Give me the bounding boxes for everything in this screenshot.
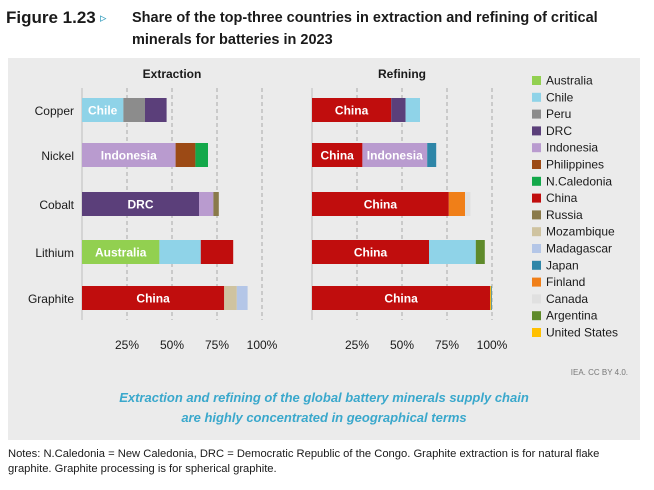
extraction-bar-nickel-n-caledonia <box>195 143 208 167</box>
legend-label-n-caledonia: N.Caledonia <box>546 174 612 188</box>
refining-data-label-cobalt-china: China <box>364 198 398 212</box>
extraction-panel-title: Extraction <box>143 67 202 81</box>
legend-swatch-madagascar <box>532 244 541 253</box>
refining-bar-graphite-japan <box>491 286 492 310</box>
legend-swatch-argentina <box>532 311 541 321</box>
refining-bar-lithium-argentina <box>475 240 485 264</box>
refining-tick-label-100: 100% <box>477 338 508 352</box>
refining-bar-copper-chile <box>405 98 420 122</box>
extraction-tick-label-25: 25% <box>115 338 139 352</box>
extraction-tick-label-75: 75% <box>205 338 229 352</box>
chart: Copper Nickel Cobalt Lithium Graphite Extract… <box>28 67 618 352</box>
legend-swatch-russia <box>532 210 541 220</box>
extraction-bar-graphite-madagascar <box>236 286 248 310</box>
extraction-data-label-graphite-china: China <box>136 292 170 306</box>
refining-bar-copper-drc <box>391 98 406 122</box>
refining-bar-nickel-china <box>312 143 363 167</box>
extraction-bar-graphite-china <box>82 286 225 310</box>
refining-data-label-copper-china: China <box>335 104 369 118</box>
legend-swatch-peru <box>532 109 541 119</box>
legend-swatch-mozambique <box>532 227 541 237</box>
legend-swatch-philippines <box>532 160 541 169</box>
refining-bar-graphite-china <box>312 286 491 310</box>
category-label-nickel: Nickel <box>41 149 74 163</box>
refining-bar-copper-china <box>312 98 392 122</box>
refining-bar-cobalt-china <box>312 192 449 216</box>
refining-data-label-nickel-indonesia: Indonesia <box>367 149 423 163</box>
legend-label-philippines: Philippines <box>546 158 604 172</box>
legend-swatch-canada <box>532 294 541 304</box>
legend-swatch-drc <box>532 126 541 136</box>
legend-swatch-united-states <box>532 328 541 337</box>
chart-subtitle-line-1: Extraction and refining of the global ba… <box>119 390 529 405</box>
category-label-graphite: Graphite <box>28 292 74 306</box>
refining-bar-cobalt-canada <box>465 192 471 216</box>
refining-panel-title: Refining <box>378 67 426 81</box>
refining-bar-graphite-united-states <box>490 286 492 310</box>
extraction-data-label-copper-chile: Chile <box>88 104 118 118</box>
legend-swatch-indonesia <box>532 143 541 153</box>
category-label-copper: Copper <box>35 104 74 118</box>
legend-label-russia: Russia <box>546 208 583 222</box>
refining-bar-nickel-indonesia <box>362 143 428 167</box>
extraction-data-label-cobalt-drc: DRC <box>128 198 154 212</box>
refining-data-label-nickel-china: China <box>321 149 355 163</box>
extraction-bar-copper-chile <box>82 98 124 122</box>
extraction-tick-label-50: 50% <box>160 338 184 352</box>
extraction-bar-nickel-philippines <box>175 143 196 167</box>
legend-label-madagascar: Madagascar <box>546 242 612 256</box>
legend-swatch-finland <box>532 277 541 287</box>
extraction-bar-cobalt-russia <box>213 192 219 216</box>
legend-swatch-n-caledonia <box>532 176 541 186</box>
legend-label-united-states: United States <box>546 326 618 340</box>
refining-tick-label-25: 25% <box>345 338 369 352</box>
figure-label: Figure 1.23 <box>6 8 96 27</box>
refining-tick-label-50: 50% <box>390 338 414 352</box>
refining-tick-label-75: 75% <box>435 338 459 352</box>
extraction-data-label-nickel-indonesia: Indonesia <box>101 149 157 163</box>
legend-label-chile: Chile <box>546 90 574 104</box>
legend-swatch-australia <box>532 76 541 85</box>
legend-label-finland: Finland <box>546 275 585 289</box>
extraction-bar-copper-drc <box>145 98 167 122</box>
legend-label-argentina: Argentina <box>546 309 598 323</box>
legend-swatch-japan <box>532 260 541 270</box>
refining-bar-lithium-china <box>312 240 429 264</box>
legend-label-mozambique: Mozambique <box>546 225 615 239</box>
extraction-bar-nickel-indonesia <box>82 143 176 167</box>
category-label-cobalt: Cobalt <box>39 198 74 212</box>
refining-data-label-lithium-china: China <box>354 246 388 260</box>
extraction-bar-copper-peru <box>123 98 145 122</box>
notes: Notes: N.Caledonia = New Caledonia, DRC … <box>8 448 600 475</box>
legend-label-peru: Peru <box>546 107 571 121</box>
refining-bar-cobalt-finland <box>448 192 465 216</box>
extraction-bar-graphite-mozambique <box>224 286 237 310</box>
legend-label-indonesia: Indonesia <box>546 141 598 155</box>
extraction-bar-cobalt-drc <box>82 192 199 216</box>
category-label-lithium: Lithium <box>35 246 74 260</box>
extraction-bar-lithium-chile <box>159 240 201 264</box>
chart-subtitle-line-2: are highly concentrated in geographical … <box>181 410 467 425</box>
chart-container: Copper Nickel Cobalt Lithium Graphite Extract… <box>8 58 640 440</box>
extraction-data-label-lithium-australia: Australia <box>95 246 147 260</box>
refining-bar-nickel-japan <box>427 143 437 167</box>
legend-label-canada: Canada <box>546 292 588 306</box>
chart-credit: IEA. CC BY 4.0. <box>570 368 628 377</box>
figure-arrow-icon: ▹ <box>100 10 107 25</box>
legend-swatch-china <box>532 193 541 203</box>
legend-label-drc: DRC <box>546 124 572 138</box>
legend-label-japan: Japan <box>546 258 579 272</box>
extraction-bar-lithium-china <box>200 240 234 264</box>
extraction-tick-label-100: 100% <box>247 338 278 352</box>
legend-label-australia: Australia <box>546 74 593 88</box>
extraction-bar-lithium-australia <box>82 240 160 264</box>
legend-label-china: China <box>546 191 578 205</box>
refining-data-label-graphite-china: China <box>384 292 418 306</box>
extraction-bar-cobalt-indonesia <box>199 192 214 216</box>
figure-title: Share of the top-three countries in extr… <box>132 10 598 48</box>
legend-swatch-chile <box>532 92 541 102</box>
refining-bar-lithium-chile <box>429 240 476 264</box>
